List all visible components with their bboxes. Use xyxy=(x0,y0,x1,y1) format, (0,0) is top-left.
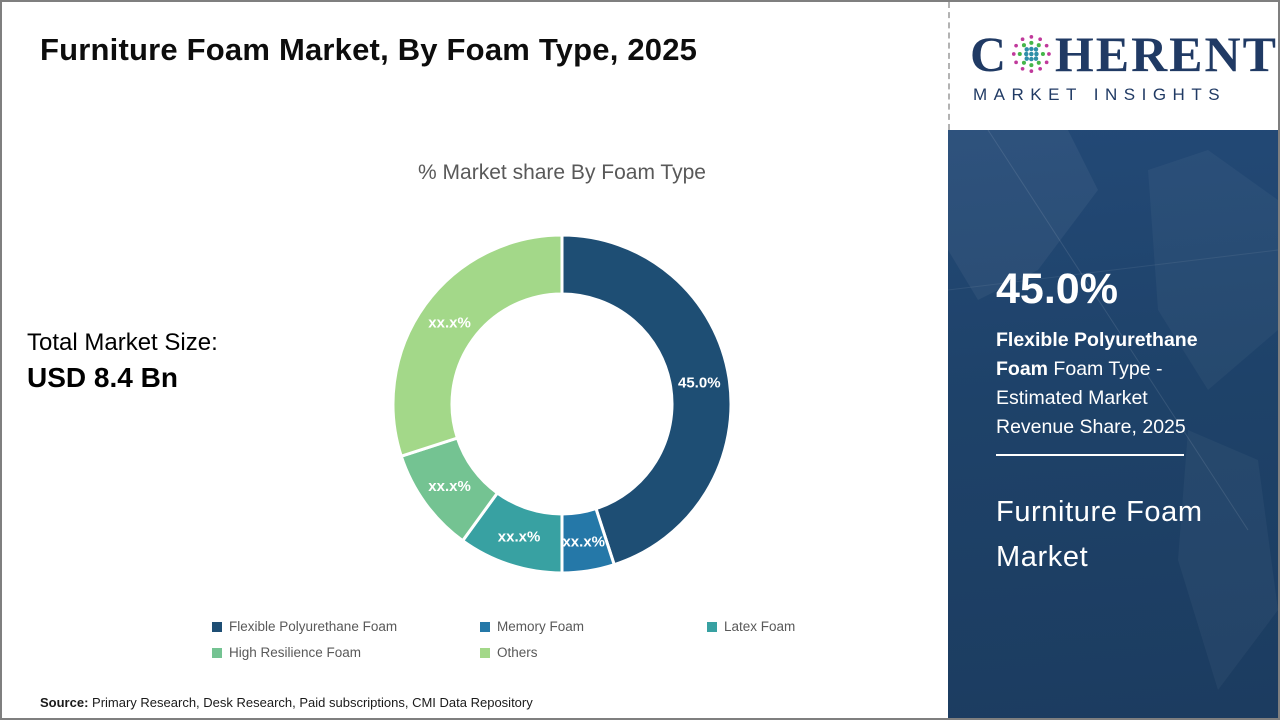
legend-swatch-2 xyxy=(707,621,717,632)
legend-label-2: Latex Foam xyxy=(724,619,796,634)
total-market-size-label: Total Market Size: xyxy=(27,329,218,356)
legend-swatch-4 xyxy=(480,647,490,658)
legend-item-4: Others xyxy=(480,645,707,660)
legend-item-1: Memory Foam xyxy=(480,619,707,634)
donut-segment-label-1: xx.x% xyxy=(562,534,605,551)
source-text: Primary Research, Desk Research, Paid su… xyxy=(92,695,533,710)
logo-letter-c: C xyxy=(970,26,1009,82)
donut-segment-label-4: xx.x% xyxy=(428,315,471,332)
logo-wordmark-row: C HERENT xyxy=(970,29,1278,79)
coherent-globe-icon xyxy=(1012,35,1051,73)
source-note: Source: Primary Research, Desk Research,… xyxy=(40,695,533,710)
legend-label-3: High Resilience Foam xyxy=(229,645,362,660)
page-title: Furniture Foam Market, By Foam Type, 202… xyxy=(40,32,698,67)
highlight-value: 45.0% xyxy=(996,265,1118,313)
legend-item-2: Latex Foam xyxy=(707,619,795,634)
logo-tagline: MARKET INSIGHTS xyxy=(973,85,1227,104)
donut-segment-0 xyxy=(560,233,733,567)
donut-segment-label-2: xx.x% xyxy=(498,528,541,545)
source-label: Source: xyxy=(40,695,89,710)
donut-segment-4 xyxy=(391,233,564,459)
donut-segment-label-0: 45.0% xyxy=(678,375,721,392)
total-market-size: Total Market Size: USD 8.4 Bn xyxy=(27,326,218,396)
highlight-description-rest: Foam Type - Estimated Market Revenue Sha… xyxy=(996,358,1186,438)
brand-logo: C HERENT xyxy=(948,2,1278,130)
market-name: Furniture Foam Market xyxy=(996,496,1203,573)
legend-swatch-3 xyxy=(212,647,222,658)
logo-wordmark: HERENT xyxy=(1054,26,1278,82)
divider-line xyxy=(996,454,1184,456)
total-market-size-value: USD 8.4 Bn xyxy=(27,362,178,393)
chart-legend: Flexible Polyurethane Foam Memory Foam Lat… xyxy=(212,619,795,660)
legend-label-4: Others xyxy=(497,645,538,660)
donut-chart: 45.0% xx.x% xx.x% xx.x% xx.x% xyxy=(382,224,742,584)
donut-segment-label-3: xx.x% xyxy=(428,478,471,495)
highlight-description: Flexible Polyurethane Foam Foam Type - E… xyxy=(996,326,1218,442)
chart-title: % Market share By Foam Type xyxy=(418,161,706,184)
legend-label-0: Flexible Polyurethane Foam xyxy=(229,619,398,634)
legend-swatch-1 xyxy=(480,621,490,632)
legend-swatch-0 xyxy=(212,621,222,632)
legend-label-1: Memory Foam xyxy=(497,619,585,634)
sidebar-panel: 45.0% Flexible Polyurethane Foam Foam Ty… xyxy=(948,130,1278,718)
donut-chart-svg: 45.0% xx.x% xx.x% xx.x% xx.x% xyxy=(391,233,733,575)
legend-item-3: High Resilience Foam xyxy=(212,645,480,660)
legend-item-0: Flexible Polyurethane Foam xyxy=(212,619,480,634)
highlight-segment-name: Flexible Polyurethane Foam xyxy=(996,329,1198,380)
